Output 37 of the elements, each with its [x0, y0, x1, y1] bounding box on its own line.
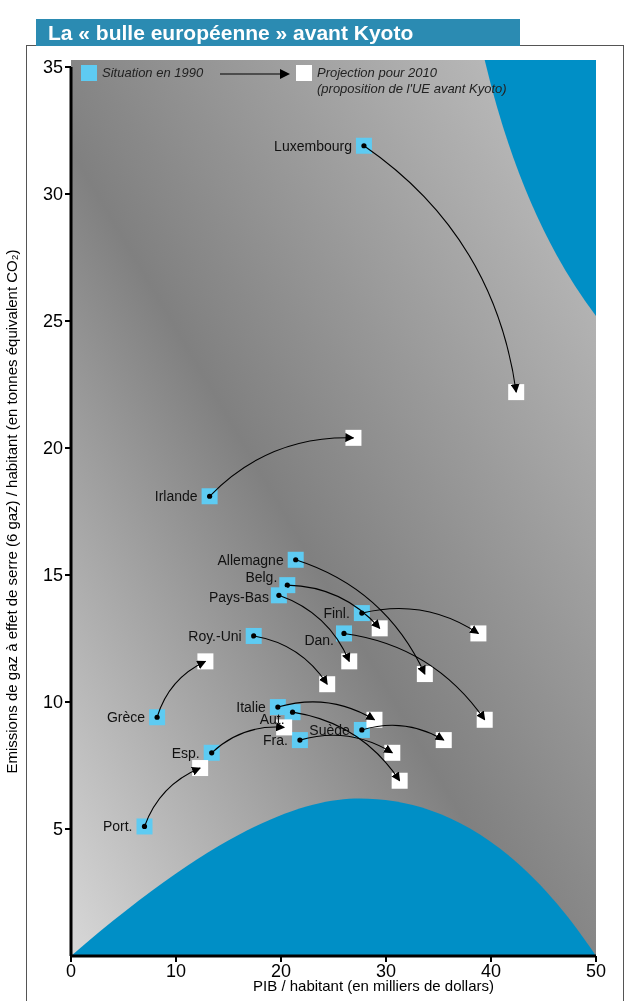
annotation: Finl. — [323, 605, 350, 622]
y-tick-label: 5 — [52, 819, 63, 840]
chart-title: La « bulle européenne » avant Kyoto — [36, 19, 520, 46]
y-tick-label: 30 — [42, 184, 63, 205]
y-tick-label: 20 — [42, 438, 63, 459]
annotation: Dan. — [304, 632, 334, 649]
y-tick-label: 15 — [42, 565, 63, 586]
point — [291, 732, 308, 749]
point — [136, 818, 153, 835]
point — [270, 587, 287, 604]
point — [245, 627, 262, 644]
legend-label: Situation en 1990 — [102, 65, 205, 81]
point — [203, 744, 220, 761]
annotation: Fra. — [263, 732, 288, 749]
y-tick-label: 10 — [42, 692, 63, 713]
y-tick-label: 35 — [42, 57, 63, 78]
point — [336, 625, 352, 642]
annotation: Roy.-Uni — [188, 627, 242, 644]
point — [287, 551, 304, 568]
annotation: Allemagne — [217, 551, 284, 568]
annotation: Suède — [309, 721, 351, 738]
x-tick-label: 0 — [65, 960, 77, 981]
y-axis-title: Emissions de gaz à effet de serre (6 gaz) / habitant (en tonnes équivalent CO₂) — [3, 249, 21, 774]
x-tick-label: 10 — [165, 960, 187, 981]
annotation: Belg. — [245, 569, 278, 586]
annotation: Pays-Bas — [208, 589, 269, 606]
point — [201, 488, 218, 505]
annotation: Irlande — [154, 488, 198, 505]
x-tick-label: 50 — [585, 960, 607, 981]
annotation: Esp. — [171, 744, 200, 761]
annotation: Port. — [102, 818, 133, 835]
annotation: Aut. — [259, 711, 285, 728]
y-tick-label: 25 — [42, 311, 63, 332]
annotation: Luxembourg — [274, 137, 352, 154]
point — [355, 137, 372, 154]
annotation: Grèce — [106, 709, 146, 726]
point — [149, 709, 166, 726]
